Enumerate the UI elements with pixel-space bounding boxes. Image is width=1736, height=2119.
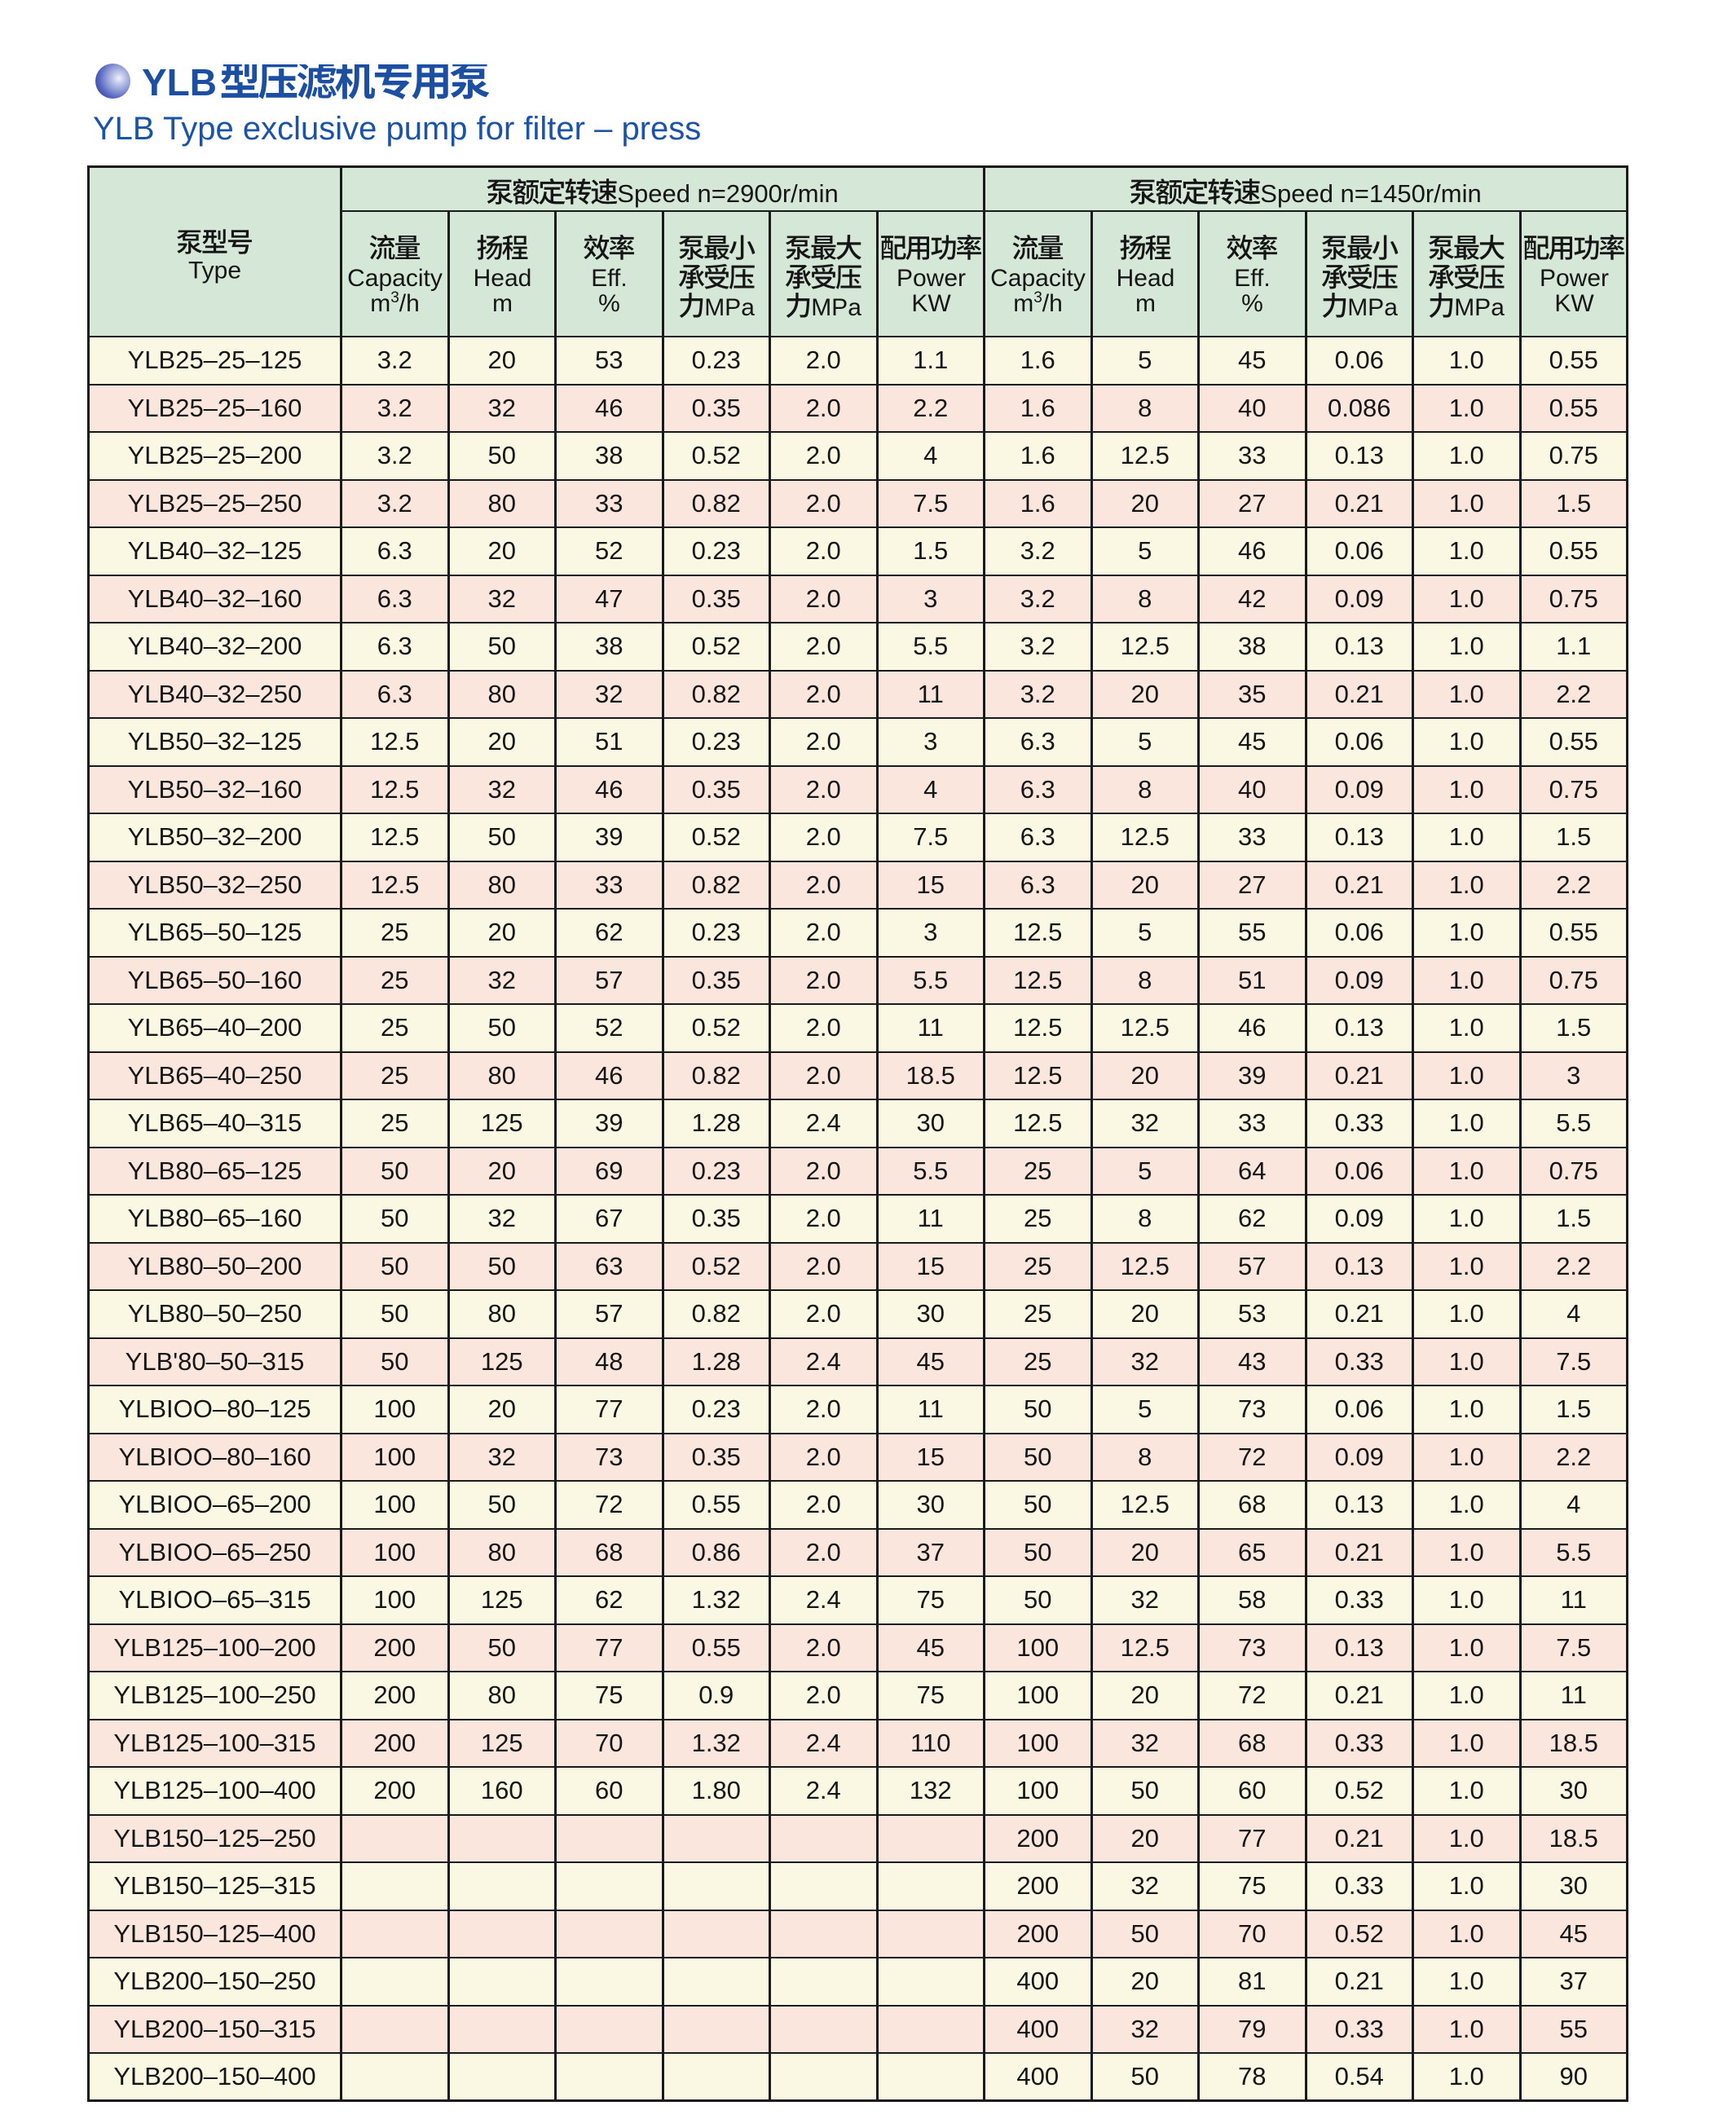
- svg-text:MPa: MPa: [811, 294, 861, 321]
- svg-text:Capacity: Capacity: [347, 265, 443, 292]
- svg-text:Speed n=2900r/min: Speed n=2900r/min: [617, 179, 838, 208]
- svg-text:MPa: MPa: [1347, 294, 1398, 321]
- svg-text:Type: Type: [188, 258, 241, 284]
- svg-text:Head: Head: [473, 265, 531, 292]
- svg-text:MPa: MPa: [1454, 294, 1505, 321]
- svg-text:m: m: [1135, 290, 1156, 317]
- svg-text:%: %: [1241, 290, 1263, 317]
- svg-text:MPa: MPa: [704, 294, 755, 321]
- svg-text:m3/h: m3/h: [1013, 289, 1063, 317]
- svg-text:%: %: [598, 290, 620, 317]
- svg-text:Speed n=1450r/min: Speed n=1450r/min: [1260, 179, 1481, 208]
- svg-text:Power: Power: [1539, 265, 1608, 292]
- svg-text:Eff.: Eff.: [591, 265, 627, 292]
- svg-text:YLB: YLB: [142, 64, 217, 104]
- svg-text:Eff.: Eff.: [1234, 265, 1270, 292]
- svg-text:KW: KW: [1554, 290, 1594, 317]
- svg-text:Head: Head: [1116, 265, 1174, 292]
- svg-text:Capacity: Capacity: [990, 265, 1086, 292]
- svg-text:Power: Power: [896, 265, 965, 292]
- svg-text:KW: KW: [911, 290, 951, 317]
- svg-text:m: m: [492, 290, 513, 317]
- svg-text:m3/h: m3/h: [370, 289, 420, 317]
